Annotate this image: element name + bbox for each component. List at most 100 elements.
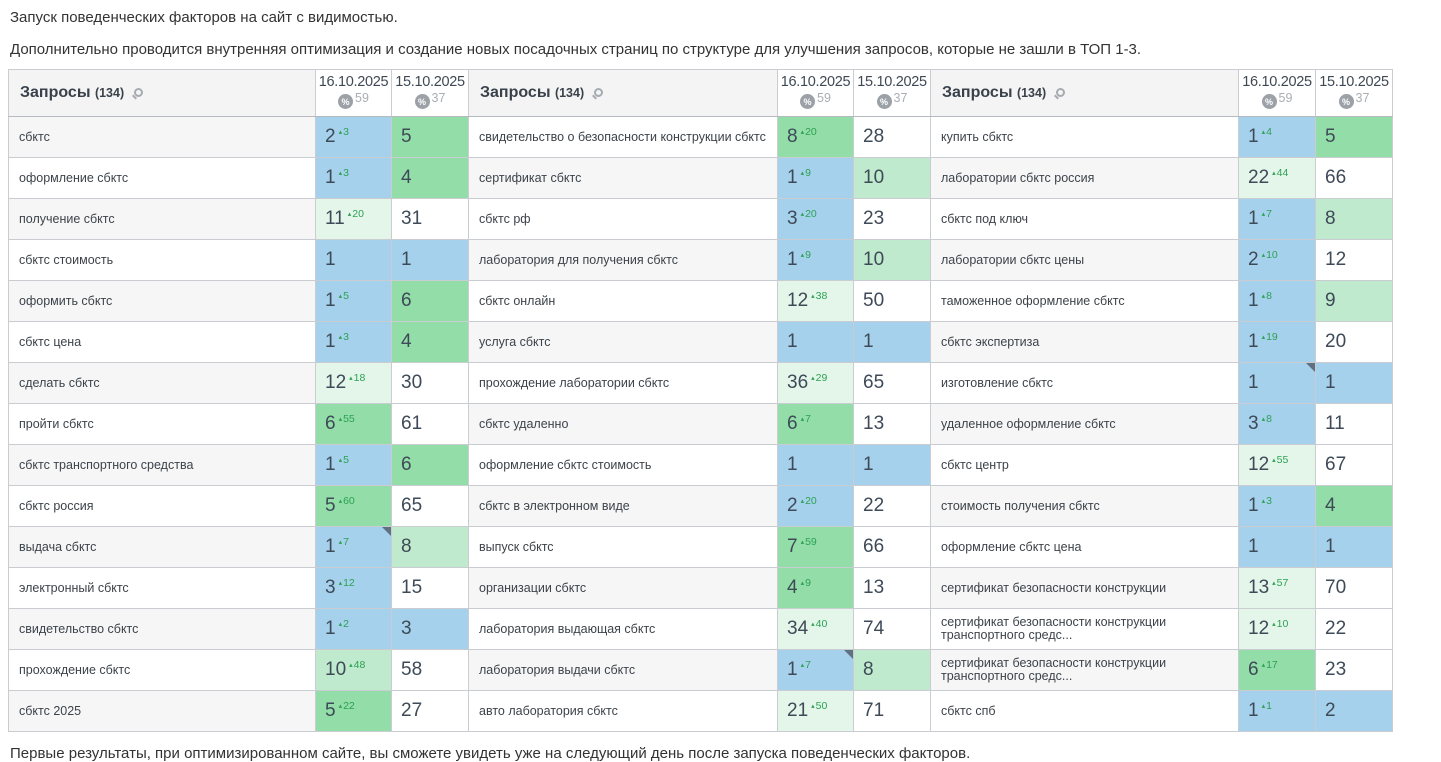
query-cell: купить сбктс [930, 116, 1239, 158]
position-value: 1 [787, 249, 798, 270]
position-cell: 23 [1315, 649, 1393, 691]
date-label: 16.10.2025 [318, 74, 389, 90]
position-value: 23 [863, 208, 885, 229]
position-value: 21 [787, 700, 809, 721]
up-arrow-icon: ▴ [1261, 129, 1266, 136]
up-arrow-icon: ▴ [338, 498, 343, 505]
position-value: 4 [787, 577, 798, 598]
position-value: 1 [325, 331, 336, 352]
up-arrow-icon: ▴ [338, 416, 343, 423]
position-value: 8 [787, 126, 798, 147]
position-cell: 5 [391, 116, 469, 158]
position-value: 1 [787, 454, 798, 475]
position-cell: 20 [1315, 321, 1393, 363]
table-row: сбктс 2025 5 ▴22 27 авто лаборатория сбктс 21… [8, 690, 1393, 732]
position-value: 23 [1325, 659, 1347, 680]
position-cell: 4 [391, 321, 469, 363]
position-value: 15 [401, 577, 423, 598]
query-cell: услуга сбктс [468, 321, 778, 363]
percent-icon: % [338, 94, 354, 109]
position-change: ▴8 [1261, 413, 1272, 425]
position-cell: 12 [1315, 239, 1393, 281]
position-change: ▴9 [800, 167, 811, 179]
position-cell: 3 [391, 608, 469, 650]
position-value: 2 [1248, 249, 1259, 270]
up-arrow-icon: ▴ [338, 170, 343, 177]
table-row: сбктс цена 1 ▴3 4 услуга сбктс 1 1 сбктс экспер… [8, 321, 1393, 363]
position-change: ▴10 [1261, 249, 1278, 261]
position-change: ▴7 [1261, 208, 1272, 220]
visibility-percent: 59 [1278, 91, 1293, 105]
query-cell: сертификат безопасности конструкции тран… [930, 608, 1239, 650]
visibility-percent: 37 [1355, 91, 1370, 105]
position-value: 13 [863, 413, 885, 434]
position-cell: 1 [1238, 362, 1316, 404]
position-value: 1 [787, 659, 798, 680]
up-arrow-icon: ▴ [800, 416, 805, 423]
queries-count: (134) [554, 86, 585, 100]
up-arrow-icon: ▴ [811, 703, 815, 710]
search-icon[interactable] [133, 88, 143, 97]
up-arrow-icon: ▴ [338, 621, 343, 628]
position-value: 4 [1325, 495, 1336, 516]
position-value: 22 [863, 495, 885, 516]
position-cell: 1 [315, 239, 392, 281]
query-cell: изготовление сбктс [930, 362, 1239, 404]
position-cell: 7 ▴59 [777, 526, 854, 568]
query-cell: лаборатории сбктс россия [930, 157, 1239, 199]
position-value: 1 [325, 290, 336, 311]
position-cell: 66 [853, 526, 931, 568]
query-cell: лаборатории сбктс цены [930, 239, 1239, 281]
position-cell: 1 ▴2 [315, 608, 392, 650]
queries-count: (134) [94, 86, 125, 100]
position-cell: 3 ▴20 [777, 198, 854, 240]
position-change: ▴3 [1261, 495, 1272, 507]
position-cell: 4 [1315, 485, 1393, 527]
position-value: 50 [863, 290, 885, 311]
date-header-col2-group3[interactable]: 15.10.2025 % 37 [1315, 69, 1393, 117]
query-cell: лаборатория выдающая сбктс [468, 608, 778, 650]
date-header-col1-group2[interactable]: 16.10.2025 % 59 [777, 69, 854, 117]
position-change: ▴19 [1261, 331, 1278, 343]
position-value: 74 [863, 618, 885, 639]
position-value: 6 [401, 290, 412, 311]
search-icon[interactable] [1055, 88, 1065, 97]
position-change: ▴38 [811, 290, 828, 302]
position-change: ▴9 [800, 577, 811, 589]
queries-title: Запросы [20, 84, 91, 101]
query-cell: сбктс экспертиза [930, 321, 1239, 363]
position-change: ▴5 [338, 290, 349, 302]
search-icon[interactable] [593, 88, 603, 97]
query-cell: сбктс транспортного средства [8, 444, 316, 486]
query-cell: сбктс в электронном виде [468, 485, 778, 527]
position-change: ▴59 [800, 536, 817, 548]
query-cell: сбктс онлайн [468, 280, 778, 322]
position-cell: 5 [1315, 116, 1393, 158]
position-cell: 1 ▴3 [1238, 485, 1316, 527]
table-row: сбктс стоимость 1 1 лаборатория для получен… [8, 239, 1393, 281]
date-header-col1-group3[interactable]: 16.10.2025 % 59 [1238, 69, 1316, 117]
position-cell: 4 ▴9 [777, 567, 854, 609]
position-cell: 11 [1315, 403, 1393, 445]
date-header-col2-group1[interactable]: 15.10.2025 % 37 [391, 69, 469, 117]
position-cell: 1 ▴1 [1238, 690, 1316, 732]
date-header-col1-group1[interactable]: 16.10.2025 % 59 [315, 69, 392, 117]
up-arrow-icon: ▴ [1272, 457, 1276, 464]
position-value: 11 [325, 208, 345, 229]
query-cell: оформление сбктс цена [930, 526, 1239, 568]
query-cell: свидетельство сбктс [8, 608, 316, 650]
position-cell: 1 ▴3 [315, 157, 392, 199]
position-change: ▴17 [1261, 659, 1278, 671]
query-cell: прохождение сбктс [8, 649, 316, 691]
up-arrow-icon: ▴ [1261, 252, 1266, 259]
table-row: пройти сбктс 6 ▴55 61 сбктс удаленно 6 ▴7 13 уда… [8, 403, 1393, 445]
position-value: 4 [401, 167, 412, 188]
position-cell: 34 ▴40 [777, 608, 854, 650]
position-change: ▴9 [800, 249, 811, 261]
position-change: ▴3 [338, 167, 349, 179]
date-header-col2-group2[interactable]: 15.10.2025 % 37 [853, 69, 931, 117]
position-cell: 31 [391, 198, 469, 240]
intro-line-2: Дополнительно проводится внутренняя опти… [10, 41, 1142, 58]
visibility-percent: 59 [355, 91, 369, 105]
query-cell: сертификат сбктс [468, 157, 778, 199]
